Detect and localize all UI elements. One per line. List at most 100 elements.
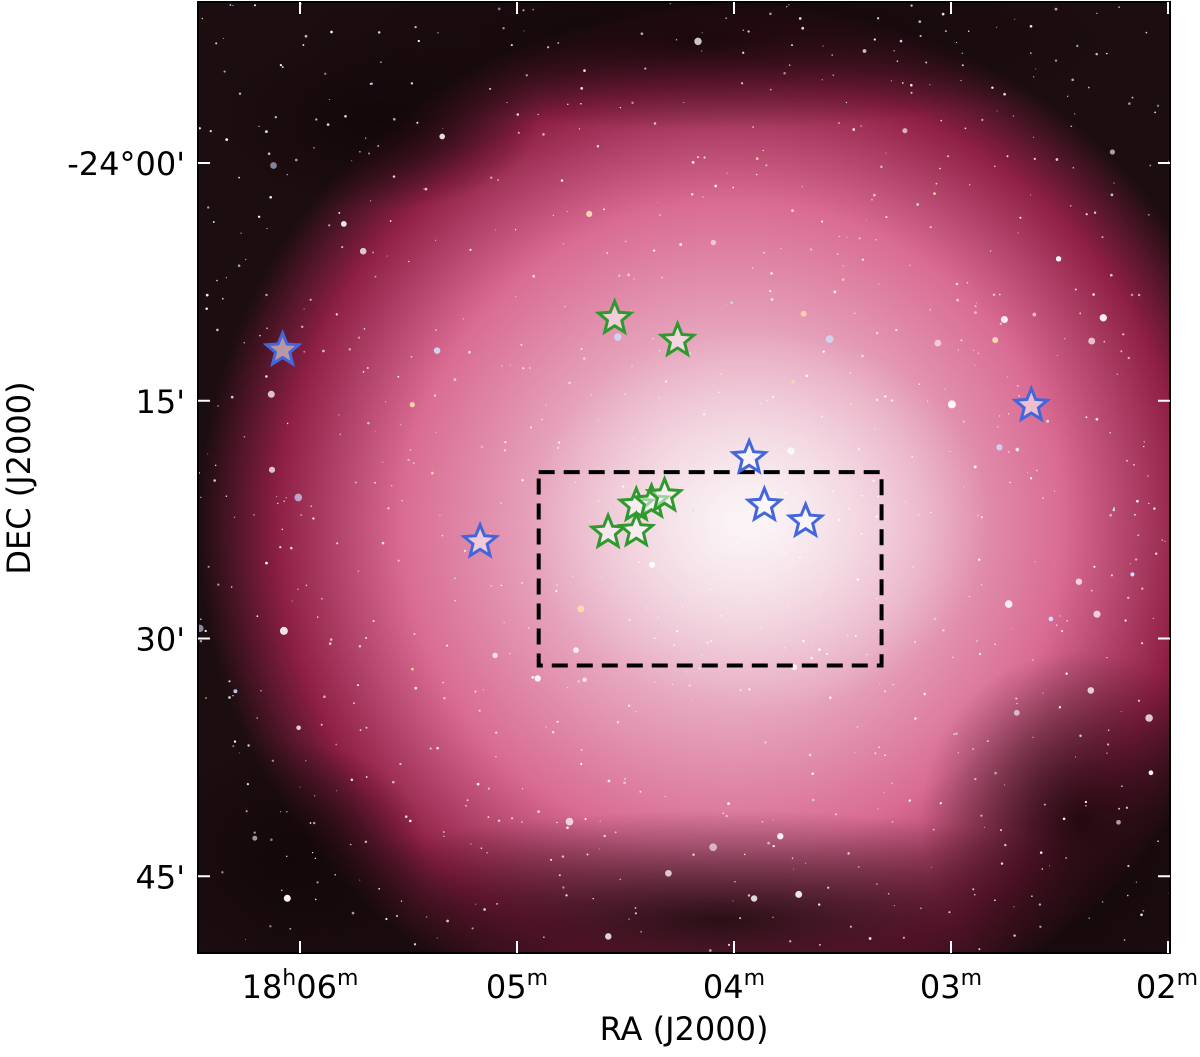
background-star <box>802 639 805 643</box>
background-star <box>555 583 559 587</box>
background-star <box>1070 125 1073 128</box>
background-star <box>679 243 683 246</box>
background-star <box>1106 52 1108 55</box>
background-star <box>968 184 971 186</box>
markers <box>262 297 1052 559</box>
background-star <box>392 175 396 178</box>
background-star <box>296 725 301 731</box>
background-star <box>504 441 507 444</box>
background-star <box>811 645 813 647</box>
background-star <box>312 821 316 825</box>
background-star <box>386 255 388 257</box>
background-star <box>562 886 565 889</box>
background-star <box>775 463 778 466</box>
background-star <box>303 350 306 353</box>
background-star <box>462 318 464 320</box>
background-star <box>1154 552 1158 555</box>
background-star <box>1148 770 1154 776</box>
background-star <box>522 788 524 790</box>
background-star <box>577 680 580 683</box>
background-star <box>494 229 496 231</box>
background-star <box>914 717 917 720</box>
background-star <box>365 137 367 139</box>
background-star <box>550 858 553 861</box>
background-star <box>974 311 977 314</box>
background-star <box>1010 628 1012 630</box>
background-star <box>846 236 848 238</box>
background-star <box>700 654 704 657</box>
background-star <box>244 938 247 940</box>
background-star <box>725 17 728 20</box>
background-star <box>631 438 634 441</box>
background-star <box>977 514 980 517</box>
background-star <box>977 558 981 561</box>
background-star <box>534 675 541 682</box>
background-star <box>558 874 561 877</box>
background-star <box>214 464 217 467</box>
background-star <box>198 624 204 633</box>
background-star <box>302 44 305 46</box>
background-star <box>200 618 202 621</box>
background-star <box>315 118 318 121</box>
background-star <box>443 697 446 700</box>
background-star <box>831 54 834 56</box>
background-star <box>857 866 860 868</box>
background-star <box>1124 619 1127 622</box>
background-star <box>977 352 980 354</box>
background-star <box>374 481 376 484</box>
background-star <box>821 220 824 223</box>
background-star <box>972 888 975 891</box>
background-star <box>790 44 794 47</box>
background-star <box>560 179 564 182</box>
background-star <box>854 481 857 484</box>
background-star <box>994 165 996 168</box>
background-star <box>630 309 632 312</box>
background-star <box>726 172 728 174</box>
background-star <box>382 461 384 463</box>
background-star <box>635 711 637 713</box>
background-star <box>1130 293 1134 297</box>
background-star <box>1033 76 1035 78</box>
background-star <box>556 720 559 723</box>
background-star <box>1003 92 1006 96</box>
background-star <box>205 307 208 310</box>
background-star <box>908 799 912 802</box>
background-star <box>225 277 228 279</box>
background-star <box>497 178 500 181</box>
background-star <box>365 776 368 778</box>
background-star <box>490 176 493 179</box>
background-star <box>887 893 890 895</box>
background-star <box>299 786 301 788</box>
background-star <box>702 412 706 416</box>
background-star <box>634 907 637 909</box>
background-star <box>1058 706 1062 709</box>
background-star <box>1118 6 1121 9</box>
background-star <box>1143 441 1146 443</box>
background-star <box>1085 213 1088 216</box>
background-star <box>614 831 617 834</box>
background-star <box>434 329 437 331</box>
background-star <box>1109 432 1111 434</box>
background-star <box>368 152 370 155</box>
background-star <box>1134 513 1136 516</box>
background-star <box>853 312 856 315</box>
dark-lane-bottom-right <box>920 650 1170 953</box>
background-star <box>600 576 603 580</box>
background-star <box>379 61 382 64</box>
background-star <box>1004 843 1007 847</box>
background-star <box>750 895 758 902</box>
background-star <box>1054 7 1058 11</box>
background-star <box>1109 273 1113 277</box>
x-tick-labels: 18h06m 05m 04m 03m 02m <box>242 966 1198 1006</box>
background-star <box>596 145 600 148</box>
background-star <box>369 82 372 85</box>
background-star <box>404 815 408 818</box>
background-star <box>304 34 308 38</box>
background-star <box>232 745 235 748</box>
background-star <box>1126 596 1130 600</box>
background-star <box>701 32 703 34</box>
background-star <box>480 847 483 849</box>
background-star <box>1039 925 1042 929</box>
background-star <box>999 322 1002 326</box>
background-star <box>326 123 330 126</box>
